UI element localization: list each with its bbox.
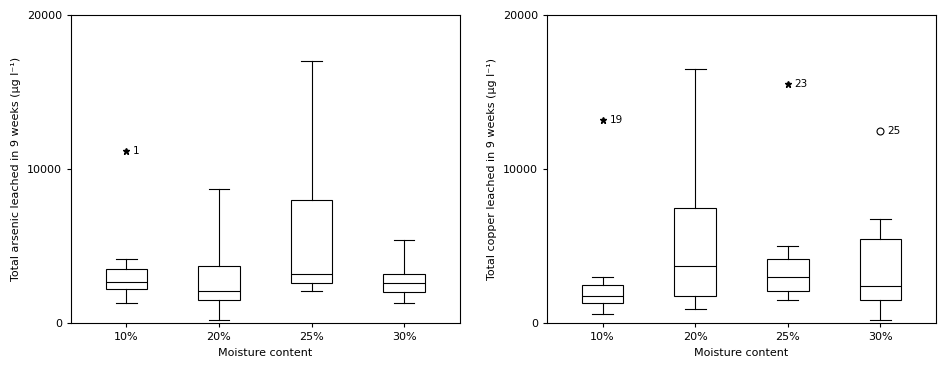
PathPatch shape (581, 285, 623, 303)
PathPatch shape (674, 208, 716, 296)
PathPatch shape (291, 200, 332, 283)
Y-axis label: Total copper leached in 9 weeks (μg l⁻¹): Total copper leached in 9 weeks (μg l⁻¹) (488, 58, 497, 280)
Text: 19: 19 (610, 115, 623, 125)
PathPatch shape (198, 266, 240, 300)
PathPatch shape (105, 269, 147, 289)
Text: 1: 1 (134, 146, 140, 156)
Text: 25: 25 (887, 126, 901, 136)
PathPatch shape (384, 274, 425, 293)
Y-axis label: Total arsenic leached in 9 weeks (μg l⁻¹): Total arsenic leached in 9 weeks (μg l⁻¹… (11, 57, 21, 281)
X-axis label: Moisture content: Moisture content (694, 348, 789, 358)
X-axis label: Moisture content: Moisture content (218, 348, 313, 358)
PathPatch shape (860, 238, 902, 300)
PathPatch shape (767, 259, 809, 291)
Text: 23: 23 (795, 79, 808, 89)
